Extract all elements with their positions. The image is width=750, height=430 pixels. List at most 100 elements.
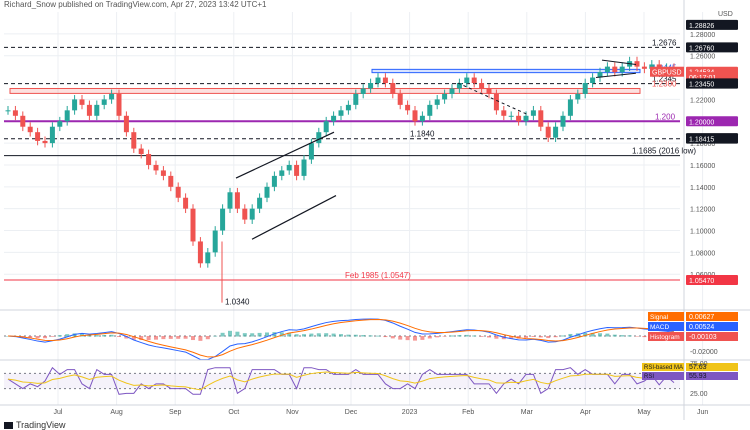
y-tick-label: 1.16000 <box>690 163 715 170</box>
signal-line <box>7 318 675 358</box>
candle-body <box>294 164 300 176</box>
candle-body <box>286 164 292 171</box>
macd-histogram-bar <box>435 336 440 338</box>
macd-histogram-bar <box>457 335 462 337</box>
x-tick-label-aug: Aug <box>110 409 123 416</box>
candle-body <box>249 208 255 220</box>
candle-body <box>331 115 337 122</box>
macd-histogram-bar <box>620 335 625 337</box>
x-tick-label-oct: Oct <box>228 409 239 416</box>
candle-body <box>412 110 418 122</box>
candle-body <box>567 99 573 116</box>
candle-body <box>49 126 55 144</box>
macd-histogram-bar <box>494 336 499 339</box>
rsi-y-tick-25: 25.00 <box>690 391 708 398</box>
axis-badge <box>686 42 738 53</box>
candle-body <box>493 93 499 111</box>
rsi-value: 55.93 <box>689 373 707 380</box>
candle-body <box>123 115 129 133</box>
price-line-label: 1.1840 <box>410 130 435 139</box>
candle-body <box>72 99 78 111</box>
macd-histogram-bar <box>642 336 647 338</box>
macd-histogram-bar <box>376 335 380 337</box>
macd-histogram-bar <box>612 334 617 337</box>
candle-body <box>360 88 366 94</box>
candle-body <box>434 99 440 105</box>
candle-body <box>5 110 11 112</box>
macd-histogram-bar <box>553 336 558 338</box>
candle-body <box>345 104 351 111</box>
macd-histogram-bar <box>383 336 388 338</box>
price-line-label: 1.200 <box>655 112 676 121</box>
candle-body <box>397 93 403 105</box>
candle-body <box>205 252 211 264</box>
candle-body <box>612 66 618 73</box>
candle-body <box>368 83 374 89</box>
macd-value-badge <box>686 312 738 321</box>
rsi-value: 57.63 <box>689 364 707 371</box>
macd-line <box>7 318 675 361</box>
candle-body <box>486 88 492 94</box>
candle-body <box>220 208 226 231</box>
macd-histogram-bar <box>65 334 70 337</box>
symbol-badge <box>650 66 684 77</box>
macd-histogram-bar <box>605 333 610 337</box>
candle-body <box>138 148 144 155</box>
price-line-label: Feb 1985 (1.0547) <box>345 271 411 280</box>
channel-lower <box>251 195 337 240</box>
rsi-legend-swatch <box>642 372 684 380</box>
axis-badge-text: 1.28826 <box>689 23 714 30</box>
macd-histogram-bar <box>109 334 114 337</box>
macd-value: -0.00103 <box>689 334 717 341</box>
candle-body <box>545 126 551 138</box>
macd-value-badge <box>686 332 738 341</box>
macd-histogram-bar <box>35 336 40 339</box>
macd-histogram-bar <box>509 336 514 339</box>
candle-body <box>442 93 448 100</box>
macd-histogram-bar <box>161 336 166 340</box>
candle-body <box>479 83 485 89</box>
y-tick-label: 1.10000 <box>690 229 715 236</box>
x-tick-label-apr: Apr <box>580 409 592 416</box>
y-tick-label: 1.14000 <box>690 185 715 192</box>
macd-histogram-bar <box>294 334 299 337</box>
candle-body <box>405 104 411 111</box>
macd-legend-name: Signal <box>650 314 669 321</box>
macd-histogram-bar <box>353 334 358 337</box>
candle-body <box>338 110 344 116</box>
candle-body <box>264 186 270 198</box>
axis-badge <box>686 19 738 30</box>
macd-value-badge <box>686 322 738 331</box>
candle-body <box>427 104 433 116</box>
macd-histogram-bar <box>346 334 351 337</box>
candle-body <box>279 170 285 176</box>
macd-histogram-bar <box>361 335 366 337</box>
candle-body <box>575 93 581 100</box>
x-tick-label-jul: Jul <box>54 409 63 416</box>
candle-body <box>560 115 566 127</box>
macd-histogram-bar <box>524 336 528 338</box>
macd-histogram-bar <box>390 336 395 339</box>
macd-histogram-bar <box>590 332 595 337</box>
macd-histogram-bar <box>531 336 536 337</box>
macd-legend-swatch <box>648 322 684 331</box>
macd-histogram-bar <box>309 333 314 337</box>
candle-body <box>242 208 248 220</box>
low-label: 1.0340 <box>225 298 250 307</box>
rsi-y-tick-75: 75.00 <box>690 361 708 368</box>
candle-body <box>79 99 85 105</box>
x-tick-label-feb: Feb <box>462 409 474 416</box>
macd-histogram-bar <box>228 330 232 337</box>
candle-body <box>582 83 588 94</box>
axis-badge <box>686 78 738 89</box>
currency-label: USD <box>718 11 733 18</box>
macd-histogram-bar <box>124 336 129 339</box>
macd-histogram-bar <box>205 336 210 340</box>
candle-body <box>390 83 396 94</box>
macd-histogram-bar <box>257 332 262 337</box>
y-tick-label: 1.26000 <box>690 54 715 61</box>
candle-body <box>86 104 92 116</box>
candle-body <box>641 66 647 69</box>
